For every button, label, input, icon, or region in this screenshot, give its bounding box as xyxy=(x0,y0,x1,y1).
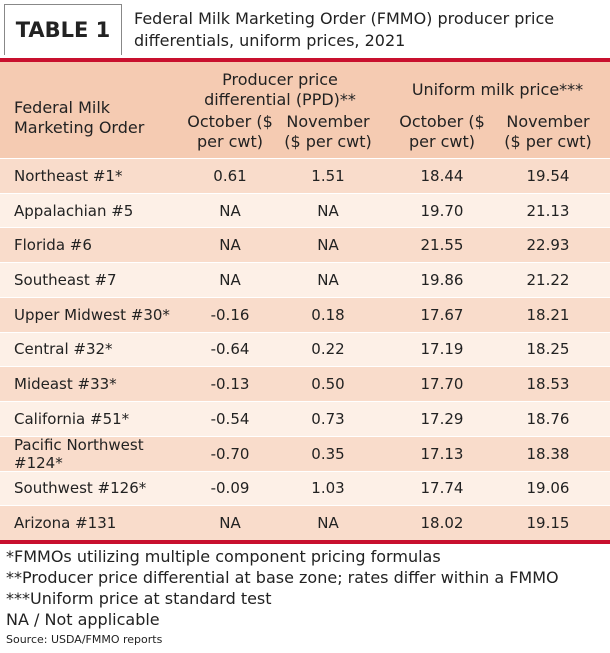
table-cell: Upper Midwest #30* xyxy=(14,305,170,324)
table-title: Federal Milk Marketing Order (FMMO) prod… xyxy=(134,9,555,50)
table-cell: 17.19 xyxy=(420,340,464,359)
source: Source: USDA/FMMO reports xyxy=(6,633,163,646)
table-cell: 18.21 xyxy=(526,305,570,324)
table-cell: 22.93 xyxy=(526,236,570,255)
table-cell: 21.55 xyxy=(420,236,464,255)
column-title: November ($ per cwt) xyxy=(284,112,372,151)
column-title: Federal Milk Marketing Order xyxy=(14,98,145,137)
table-cell: NA xyxy=(219,236,241,255)
table-cell: -0.70 xyxy=(210,444,250,463)
table-cell: 0.22 xyxy=(311,340,345,359)
footnote: NA / Not applicable xyxy=(6,610,160,629)
table-row: Southeast #7 NA NA 19.86 21.22 xyxy=(0,262,610,297)
table-cell: California #51* xyxy=(14,409,130,428)
column-title: October ($ per cwt) xyxy=(187,112,273,151)
table-cell: 17.70 xyxy=(420,375,464,394)
table-row: Northeast #1* 0.61 1.51 18.44 19.54 xyxy=(0,158,610,193)
table-body: Northeast #1* 0.61 1.51 18.44 19.54 Appalachi… xyxy=(0,158,610,544)
table-cell: Southwest #126* xyxy=(14,479,147,498)
table-cell: 18.44 xyxy=(420,166,464,185)
footnote: ***Uniform price at standard test xyxy=(6,589,272,608)
table-cell: 19.70 xyxy=(420,201,464,220)
table-cell: NA xyxy=(219,271,241,290)
table-cell: 0.18 xyxy=(311,305,345,324)
table-cell: 21.13 xyxy=(526,201,570,220)
table-cell: Florida #6 xyxy=(14,236,92,255)
column-header: Producer price differential (PPD)** Unif… xyxy=(0,62,610,158)
table-cell: Pacific Northwest #124* xyxy=(14,435,144,472)
table-row: Appalachian #5 NA NA 19.70 21.13 xyxy=(0,192,610,228)
table-row: Arizona #131 NA NA 18.02 19.15 xyxy=(0,505,610,540)
table-cell: Northeast #1* xyxy=(14,166,123,185)
table-cell: NA xyxy=(317,236,339,255)
table-cell: 0.61 xyxy=(213,166,247,185)
table-cell: 18.38 xyxy=(526,444,570,463)
table-cell: 19.54 xyxy=(526,166,570,185)
table-cell: -0.13 xyxy=(210,375,250,394)
table-cell: Arizona #131 xyxy=(14,514,117,533)
table-cell: 17.74 xyxy=(420,479,464,498)
table-cell: 18.53 xyxy=(526,375,570,394)
footnotes: *FMMOs utilizing multiple component pric… xyxy=(6,546,559,630)
table-cell: NA xyxy=(317,271,339,290)
table-row: Upper Midwest #30* -0.16 0.18 17.67 18.21 xyxy=(0,296,610,332)
table-cell: 18.25 xyxy=(526,340,570,359)
table-cell: 19.15 xyxy=(526,514,570,533)
column-title: October ($ per cwt) xyxy=(399,112,485,151)
column-title: November ($ per cwt) xyxy=(504,112,592,151)
group-header: Uniform milk price*** xyxy=(411,80,584,99)
table-cell: 17.13 xyxy=(420,444,464,463)
table-cell: 17.29 xyxy=(420,409,464,428)
table-row: Pacific Northwest #124* -0.70 0.35 17.13 18.… xyxy=(0,435,610,472)
table-cell: -0.64 xyxy=(210,340,250,359)
table-cell: 17.67 xyxy=(420,305,464,324)
table-row: Central #32* -0.64 0.22 17.19 18.25 xyxy=(0,331,610,367)
table-cell: 0.35 xyxy=(311,444,345,463)
table-row: California #51* -0.54 0.73 17.29 18.76 xyxy=(0,401,610,436)
table-row: Mideast #33* -0.13 0.50 17.70 18.53 xyxy=(0,366,610,402)
table-cell: Mideast #33* xyxy=(14,375,117,394)
table-cell: -0.54 xyxy=(210,409,250,428)
table-cell: 19.86 xyxy=(420,271,464,290)
footnote: **Producer price differential at base zo… xyxy=(6,568,559,587)
table-cell: NA xyxy=(219,201,241,220)
table-cell: -0.16 xyxy=(210,305,250,324)
table-cell: NA xyxy=(317,201,339,220)
footnote: *FMMOs utilizing multiple component pric… xyxy=(6,547,441,566)
table-cell: 21.22 xyxy=(526,271,570,290)
table-cell: 1.51 xyxy=(311,166,345,185)
table-cell: NA xyxy=(219,514,241,533)
table-cell: Appalachian #5 xyxy=(14,201,134,220)
table-row: Florida #6 NA NA 21.55 22.93 xyxy=(0,227,610,263)
table-cell: 0.50 xyxy=(311,375,345,394)
table-cell: 18.02 xyxy=(420,514,464,533)
table-cell: 1.03 xyxy=(311,479,345,498)
table-label: TABLE 1 xyxy=(4,4,122,55)
table-cell: NA xyxy=(317,514,339,533)
table-row: Southwest #126* -0.09 1.03 17.74 19.06 xyxy=(0,470,610,506)
header: TABLE 1 Federal Milk Marketing Order (FM… xyxy=(0,0,610,62)
table-cell: 0.73 xyxy=(311,409,345,428)
table-cell: -0.09 xyxy=(210,479,250,498)
table-cell: 18.76 xyxy=(526,409,570,428)
table-cell: 19.06 xyxy=(526,479,570,498)
table-cell: Central #32* xyxy=(14,340,113,359)
group-header: Producer price differential (PPD)** xyxy=(204,70,356,109)
table-cell: Southeast #7 xyxy=(14,271,117,290)
